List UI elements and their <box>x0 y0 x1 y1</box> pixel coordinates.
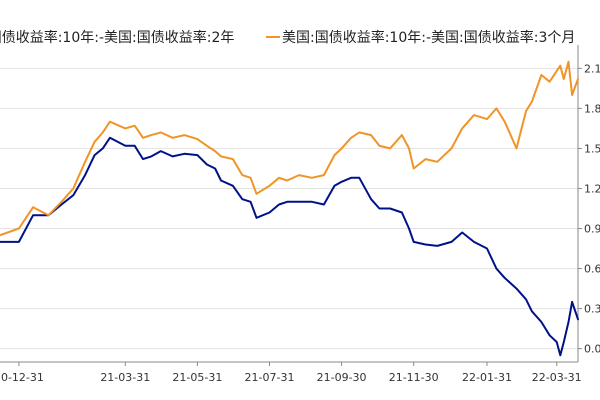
x-tick-label: 20-12-31 <box>0 371 44 384</box>
x-tick-label: 21-03-31 <box>100 371 150 384</box>
x-tick-label: 21-11-30 <box>389 371 439 384</box>
y-tick-label: 2.1 <box>584 62 600 75</box>
y-tick-label: 0.6 <box>584 263 600 276</box>
x-axis-ticks: 20-12-31 21-03-31 21-05-31 21-07-31 21-09-30… <box>0 362 582 384</box>
series-line-2 <box>0 60 579 237</box>
y-tick-label: 0.3 <box>584 303 600 316</box>
legend-label-series-2: 美国:国债收益率:10年:-美国:国债收益率:3个月 <box>282 29 575 46</box>
grid <box>0 67 578 350</box>
series-line-1 <box>0 136 579 357</box>
axes <box>0 45 579 363</box>
x-tick-label: 22-01-31 <box>462 371 512 384</box>
x-tick-label: 21-09-30 <box>317 371 367 384</box>
legend-label-series-1: 美国:国债收益率:10年:-美国:国债收益率:2年 <box>0 29 234 46</box>
x-tick-label: 22-03-31 <box>532 371 582 384</box>
y-tick-label: 0.9 <box>584 223 600 236</box>
y-tick-label: 0.0 <box>584 343 600 356</box>
y-tick-label: 1.2 <box>584 182 600 195</box>
y-tick-label: 1.5 <box>584 142 600 155</box>
legend: 美国:国债收益率:10年:-美国:国债收益率:2年 美国:国债收益率:10年:-… <box>0 29 575 46</box>
x-tick-label: 21-05-31 <box>172 371 222 384</box>
x-tick-label: 21-07-31 <box>245 371 295 384</box>
series-layer <box>0 60 579 357</box>
y-tick-label: 1.8 <box>584 102 600 115</box>
y-axis-ticks: 0.0 0.3 0.6 0.9 1.2 1.5 1.8 2.1 <box>578 62 600 356</box>
